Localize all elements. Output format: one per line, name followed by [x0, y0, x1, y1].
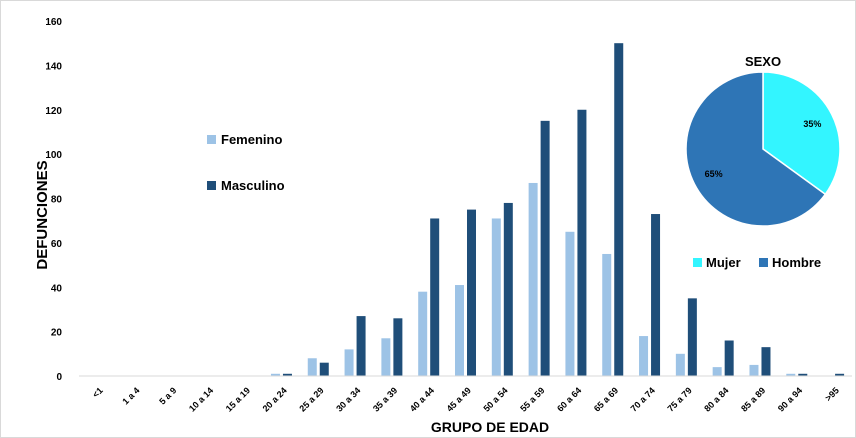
bar-femenino-13	[565, 231, 575, 376]
y-axis-title: DEFUNCIONES	[34, 160, 51, 269]
bar-masculino-10	[467, 209, 476, 376]
bar-masculino-5	[282, 373, 292, 376]
legend-swatch-femenino	[207, 135, 216, 144]
bar-masculino-13	[577, 109, 587, 376]
y-axis: 0 20 40 60 80 100 120 140 160	[45, 17, 62, 383]
bar-femenino-10	[455, 285, 464, 376]
bar-plot-area	[270, 43, 845, 376]
bar-masculino-14	[614, 43, 624, 376]
bar-femenino-17	[712, 367, 722, 376]
pie-title: SEXO	[745, 54, 781, 69]
pie-legend-label-mujer: Mujer	[706, 255, 741, 270]
bar-masculino-11	[503, 202, 513, 376]
bar-femenino-15	[639, 336, 649, 376]
bar-legend: Femenino Masculino	[207, 132, 285, 193]
bar-masculino-15	[651, 214, 661, 376]
y-tick-label: 80	[51, 195, 63, 206]
bar-masculino-16	[687, 298, 697, 376]
pie-slice-hombre	[685, 71, 827, 227]
y-tick-label: 0	[56, 372, 62, 383]
bar-femenino-19	[786, 373, 796, 376]
y-tick-label: 40	[51, 283, 63, 294]
bar-masculino-7	[356, 316, 366, 376]
bar-masculino-12	[540, 120, 550, 376]
bar-masculino-18	[761, 347, 771, 376]
bar-masculino-19	[798, 373, 808, 376]
bar-femenino-6	[307, 358, 317, 376]
bar-masculino-20	[835, 373, 845, 376]
bar-femenino-7	[344, 349, 354, 376]
y-tick-label: 60	[51, 239, 63, 250]
y-tick-label: 160	[45, 17, 62, 28]
y-tick-label: 120	[45, 106, 62, 117]
legend-swatch-masculino	[207, 181, 216, 190]
pie-label-mujer: 35%	[803, 119, 821, 129]
bar-femenino-9	[418, 291, 428, 376]
pie-legend-swatch-hombre	[759, 258, 768, 267]
bar-femenino-5	[270, 373, 280, 376]
bar-femenino-12	[528, 182, 538, 376]
pie-legend-label-hombre: Hombre	[772, 255, 821, 270]
bar-femenino-14	[602, 253, 612, 376]
pie-slice-mujer	[762, 71, 841, 196]
pie-legend-swatch-mujer	[693, 258, 702, 267]
bar-femenino-8	[381, 338, 391, 376]
bar-masculino-8	[393, 318, 403, 376]
bar-femenino-11	[491, 218, 501, 376]
bar-femenino-18	[749, 364, 759, 376]
legend-label-femenino: Femenino	[221, 132, 282, 147]
bar-masculino-9	[430, 218, 440, 376]
legend-label-masculino: Masculino	[221, 178, 285, 193]
bar-masculino-6	[319, 362, 329, 376]
bar-femenino-16	[675, 353, 685, 376]
y-tick-label: 140	[45, 61, 62, 72]
pie-label-hombre: 65%	[705, 169, 723, 179]
y-tick-label: 20	[51, 328, 63, 339]
x-axis-title: GRUPO DE EDAD	[431, 419, 549, 435]
bar-masculino-17	[724, 340, 734, 376]
y-tick-label: 100	[45, 150, 62, 161]
pie-chart: SEXO 35% 65% Mujer Hombre	[680, 50, 850, 275]
